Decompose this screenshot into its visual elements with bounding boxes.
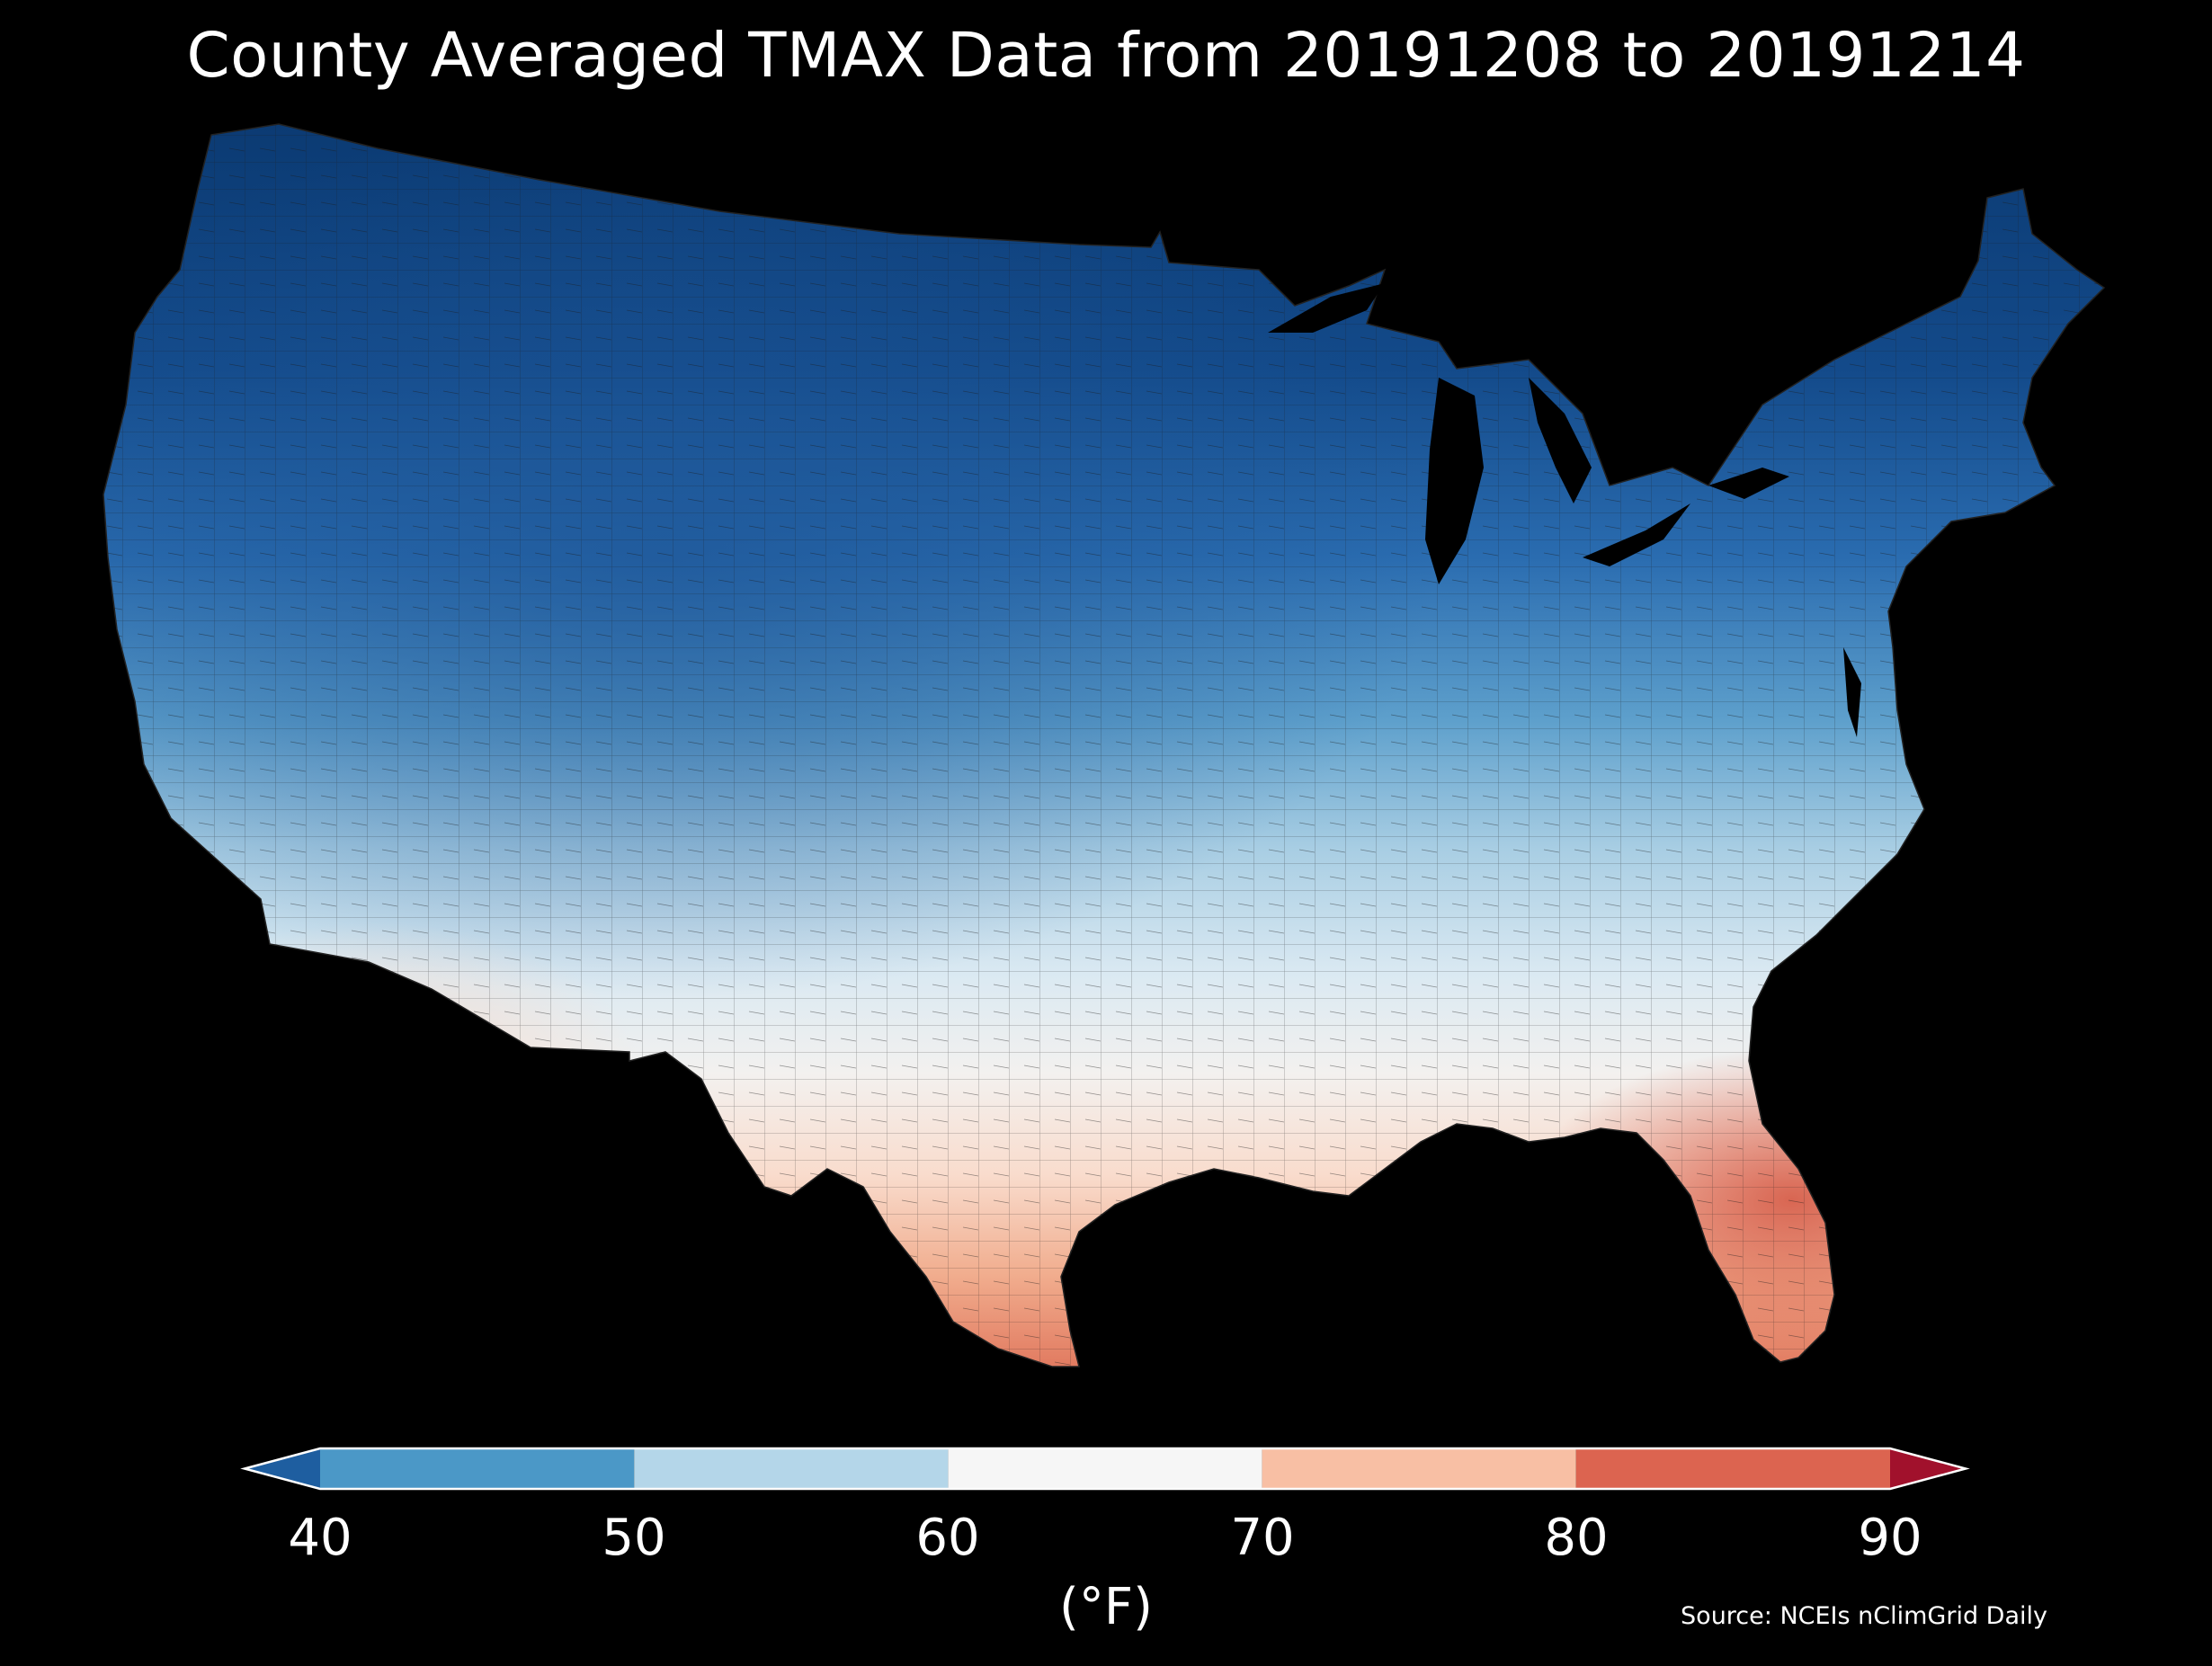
- colorbar-bin: [320, 1448, 635, 1489]
- colorbar-outline: [240, 1447, 1970, 1491]
- lake-michigan: [1425, 378, 1484, 584]
- colorbar-tick-label: 80: [1544, 1509, 1609, 1567]
- colorbar-tick-label: 40: [288, 1509, 352, 1567]
- colorbar-bin: [1575, 1448, 1890, 1489]
- colorbar-tick-label: 70: [1230, 1509, 1295, 1567]
- lake-erie: [1583, 503, 1690, 566]
- colorbar-tick-label: 90: [1858, 1509, 1922, 1567]
- county-map: [103, 123, 2106, 1368]
- colorbar-tick-label: 60: [915, 1509, 980, 1567]
- colorbar-tick-label: 50: [602, 1509, 666, 1567]
- colorbar-bin: [948, 1448, 1262, 1489]
- colorbar-units-label: (°F): [1059, 1578, 1153, 1636]
- source-credit: Source: NCEIs nClimGrid Daily: [1681, 1602, 2047, 1630]
- chesapeake-bay: [1843, 647, 1861, 737]
- lake-ontario: [1708, 468, 1789, 499]
- us-outline: [103, 123, 2106, 1368]
- lake-huron: [1529, 378, 1592, 503]
- colorbar-under-extension: [245, 1448, 320, 1489]
- map-title: County Averaged TMAX Data from 20191208 …: [186, 20, 2026, 92]
- colorbar-bin: [1262, 1448, 1576, 1489]
- lake-superior: [1268, 283, 1385, 333]
- colorbar-over-extension: [1890, 1448, 1966, 1489]
- colorbar-bin: [634, 1448, 949, 1489]
